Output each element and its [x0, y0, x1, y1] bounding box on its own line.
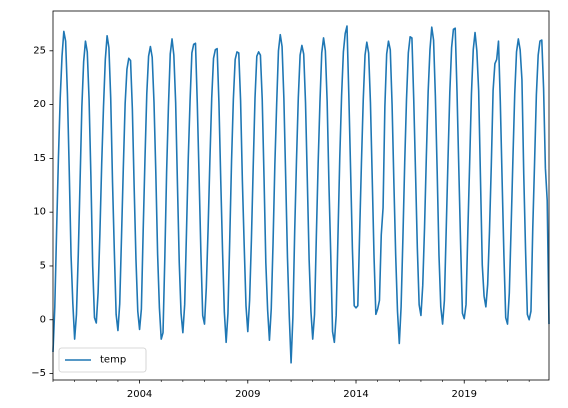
series-line-temp	[52, 25, 550, 364]
y-tick-label: −5	[31, 368, 46, 379]
plot-area-frame	[52, 10, 550, 381]
legend-box	[58, 347, 147, 373]
y-tick-label: 0	[40, 314, 46, 325]
y-tick-label: 10	[33, 207, 46, 218]
x-tick-label: 2009	[235, 389, 260, 400]
y-axis-ticks: −5 0 5 10 15 20 25	[31, 45, 53, 379]
x-tick-label: 2004	[127, 389, 152, 400]
y-tick-label: 25	[33, 45, 46, 56]
y-tick-label: 20	[33, 99, 46, 110]
y-tick-label: 5	[40, 260, 46, 271]
legend: temp	[58, 347, 147, 373]
y-tick-label: 15	[33, 153, 46, 164]
legend-label-temp: temp	[100, 355, 126, 366]
x-tick-label: 2019	[452, 389, 477, 400]
x-tick-label: 2014	[343, 389, 368, 400]
